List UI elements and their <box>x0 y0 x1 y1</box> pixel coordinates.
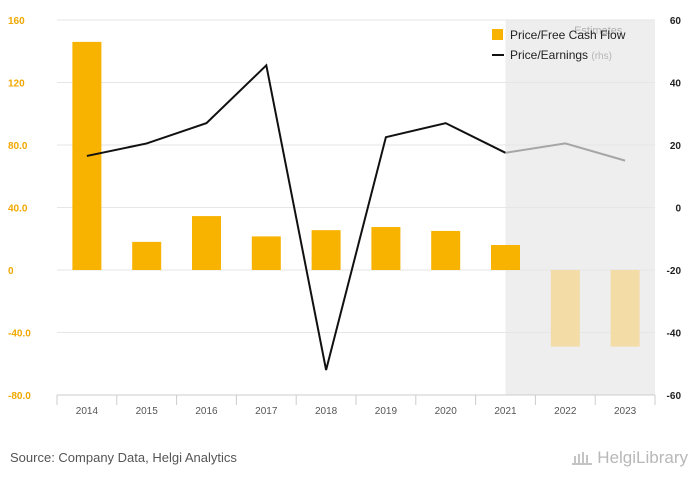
bar-2020 <box>431 230 461 270</box>
estimates-label: Estimates <box>574 25 623 37</box>
right-axis-tick-label: 60 <box>670 16 682 27</box>
legend-swatch-pfcf <box>492 29 503 40</box>
chart: Estimates -80.0 -40.0 0 40.0 80.0 120 160 -60 -4… <box>8 16 682 417</box>
left-axis-tick-label: 120 <box>8 79 25 90</box>
bar-2021 <box>491 245 520 270</box>
bar-2015 <box>132 241 162 270</box>
x-axis-tick-label: 2020 <box>435 406 458 417</box>
library-building-icon <box>572 452 593 465</box>
right-axis-tick-label: -40 <box>667 329 682 340</box>
x-axis-tick-label: 2016 <box>195 406 218 417</box>
helgi-library-logo: HelgiLibrary <box>571 448 688 468</box>
x-axis-tick-label: 2017 <box>255 406 278 417</box>
source-note: Source: Company Data, Helgi Analytics <box>10 450 237 465</box>
left-axis-tick-label: -80.0 <box>8 391 31 402</box>
legend-label-pfcf: Price/Free Cash Flow <box>510 28 626 42</box>
right-axis-tick-label: -60 <box>667 391 682 402</box>
left-axis-tick-label: 40.0 <box>8 204 28 215</box>
bar-2016 <box>192 216 221 270</box>
bar-2022 <box>550 270 580 347</box>
left-axis-tick-label: 0 <box>8 266 14 277</box>
bar-2018 <box>311 230 341 270</box>
legend-label-pe-name: Price/Earnings <box>510 48 591 62</box>
pe-line-actual <box>86 63 506 371</box>
bar-2023 <box>610 270 640 347</box>
x-axis-tick-label: 2021 <box>494 406 517 417</box>
x-axis-tick-label: 2018 <box>315 406 338 417</box>
legend-label-pe-suffix: (rhs) <box>591 51 612 62</box>
left-axis-tick-label: -40.0 <box>8 329 31 340</box>
x-axis-tick-label: 2023 <box>614 406 637 417</box>
left-axis-tick-label: 160 <box>8 16 25 27</box>
x-axis-tick-label: 2015 <box>136 406 159 417</box>
right-axis-tick-label: 20 <box>670 141 682 152</box>
right-axis-tick-label: 0 <box>675 204 681 215</box>
left-axis-tick-label: 80.0 <box>8 141 28 152</box>
legend-label-pe: Price/Earnings (rhs) <box>510 48 612 62</box>
x-axis-tick-label: 2022 <box>554 406 577 417</box>
x-axis-tick-label: 2014 <box>76 406 99 417</box>
x-axis-tick-label: 2019 <box>375 406 398 417</box>
pe-line-estimate <box>505 142 626 162</box>
brand-name: HelgiLibrary <box>597 448 688 467</box>
bar-2017 <box>251 236 281 270</box>
bar-2019 <box>371 227 401 270</box>
right-axis-tick-label: -20 <box>667 266 682 277</box>
right-axis-tick-label: 40 <box>670 79 682 90</box>
